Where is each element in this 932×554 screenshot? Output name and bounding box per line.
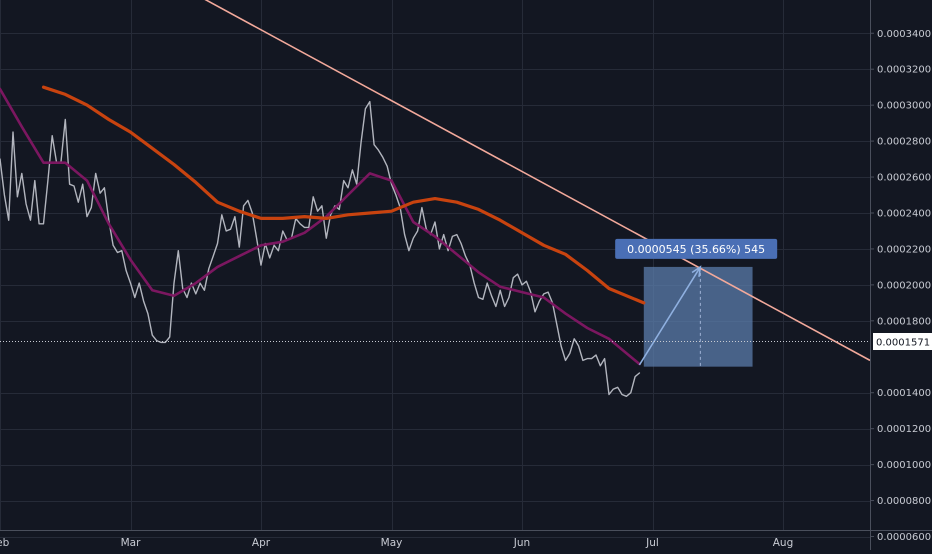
measure-label-bg [615, 238, 778, 259]
y-tick-label: 0.0003200 [877, 65, 931, 76]
trendline-layer[interactable]: 0.0000545 (35.66%) 545 [204, 0, 871, 366]
series-line-3 [41, 85, 646, 305]
x-tick-label: Jun [513, 537, 530, 549]
series-layer [0, 85, 646, 397]
y-tick-label: 0.0000800 [877, 496, 931, 507]
series-line-2 [0, 87, 641, 366]
measure-box[interactable] [643, 266, 753, 367]
x-tick-label: Apr [252, 537, 271, 549]
y-tick-label: 0.0003400 [877, 29, 931, 40]
x-tick-label: Aug [773, 537, 794, 549]
y-tick-label: 0.0002400 [877, 208, 931, 219]
measure-arrow [638, 266, 702, 366]
y-tick-label: 0.0001400 [877, 388, 931, 399]
y-tick-label: 0.0000600 [877, 532, 931, 543]
y-tick-label: 0.0002800 [877, 137, 931, 148]
y-tick-label: 0.0002600 [877, 173, 931, 184]
x-tick-label: May [381, 537, 403, 549]
price-range-measure[interactable] [643, 266, 753, 367]
measure-arrow-head [691, 265, 702, 277]
y-tick-label: 0.0001200 [877, 424, 931, 435]
x-tick-label: Feb [0, 537, 10, 549]
trendline[interactable] [204, 0, 871, 362]
current-price-badge: 0.0001571 [873, 333, 932, 350]
y-tick-label: 0.0001800 [877, 316, 931, 327]
current-price-badge-bg [873, 333, 932, 350]
measure-label: 0.0000545 (35.66%) 545 [627, 243, 765, 256]
y-tick-label: 0.0002000 [877, 280, 931, 291]
x-tick-label: Mar [121, 537, 141, 549]
y-axis-ticks: 0.0000600 0.0000800 0.0001000 0.0001200 0.00… [870, 29, 931, 543]
y-tick-label: 0.0002200 [877, 244, 931, 255]
y-tick-label: 0.0001000 [877, 460, 931, 471]
x-tick-label: Jul [645, 537, 659, 549]
y-tick-label: 0.0003000 [877, 101, 931, 112]
current-price-label: 0.0001571 [876, 338, 930, 349]
x-axis-ticks: Feb Mar Apr May Jun Jul Aug [0, 537, 793, 549]
series-line-1 [0, 100, 641, 397]
